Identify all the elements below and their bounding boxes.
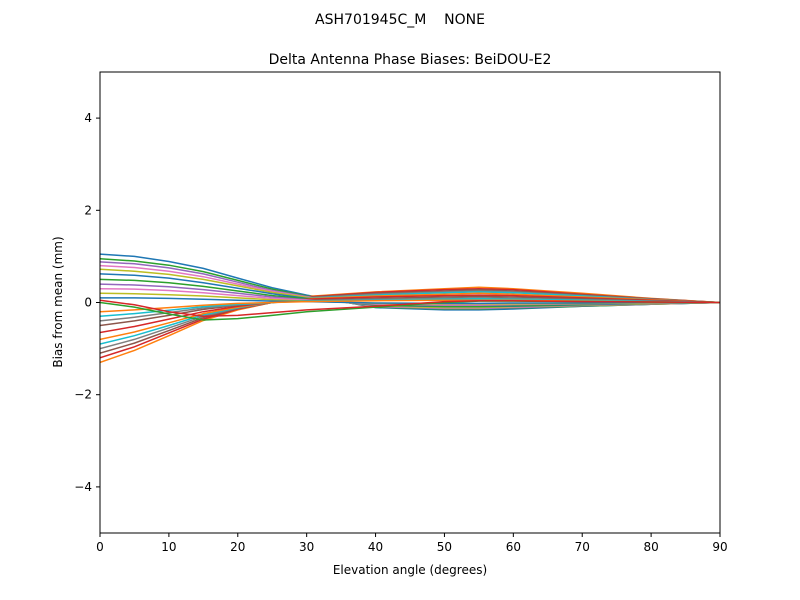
- y-tick-label: 2: [84, 203, 92, 217]
- series-line-23: [100, 299, 720, 318]
- x-tick-label: 60: [506, 540, 521, 554]
- x-tick-label: 50: [437, 540, 452, 554]
- y-tick-label: 0: [84, 296, 92, 310]
- x-tick-label: 80: [643, 540, 658, 554]
- y-tick-label: −4: [74, 480, 92, 494]
- x-tick-label: 40: [368, 540, 383, 554]
- series-line-13: [100, 294, 720, 334]
- x-axis: 0 10 20 30 40 50 60 70 80 90: [96, 533, 728, 554]
- x-tick-label: 10: [161, 540, 176, 554]
- x-tick-label: 0: [96, 540, 104, 554]
- y-axis-label: Bias from mean (mm): [51, 236, 65, 367]
- y-tick-label: 4: [84, 111, 92, 125]
- series-line-20: [100, 297, 720, 305]
- x-tick-label: 70: [575, 540, 590, 554]
- x-tick-label: 20: [230, 540, 245, 554]
- x-tick-label: 90: [712, 540, 727, 554]
- chart-title: Delta Antenna Phase Biases: BeiDOU-E2: [269, 52, 552, 68]
- x-tick-label: 30: [299, 540, 314, 554]
- series-lines: [100, 253, 720, 364]
- y-tick-label: −2: [74, 388, 92, 402]
- x-axis-label: Elevation angle (degrees): [333, 563, 487, 577]
- y-axis: −4 −2 0 2 4: [74, 111, 100, 494]
- chart-suptitle: ASH701945C_M NONE: [315, 12, 485, 28]
